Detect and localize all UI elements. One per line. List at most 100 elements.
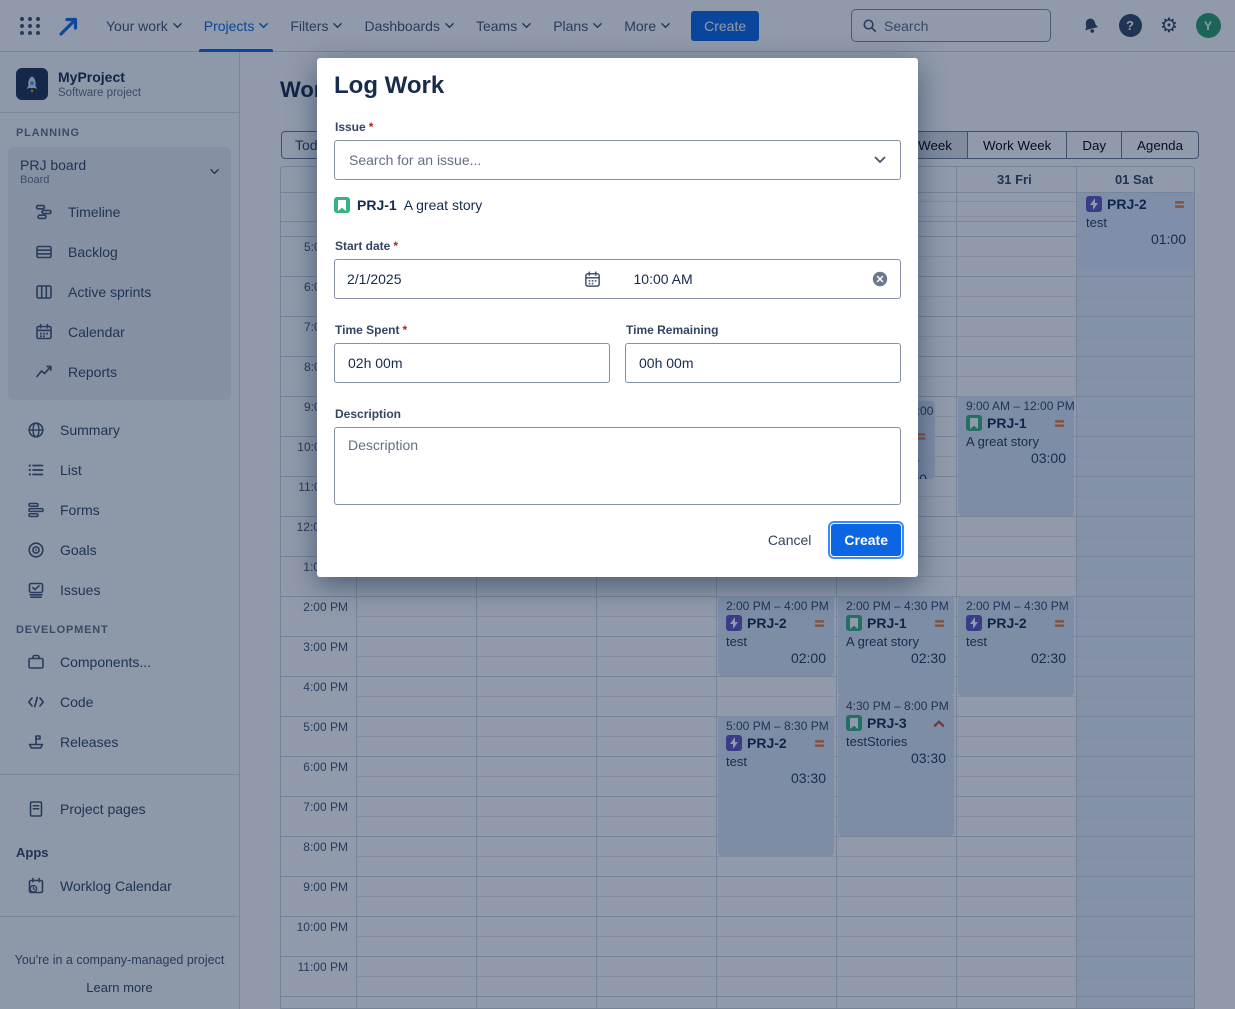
event-duration: 03:30 <box>790 770 826 786</box>
worklog-event[interactable]: 5:00 PM – 8:30 PM PRJ-2 test 03:30 <box>718 716 834 856</box>
start-date-input[interactable]: 2/1/2025 <box>347 270 618 289</box>
search-input[interactable] <box>884 17 1014 34</box>
sidebar-item-code[interactable]: Code <box>0 682 239 722</box>
nav-item-teams[interactable]: Teams <box>465 0 542 52</box>
time-spent-field-label: Time Spent * <box>335 323 408 337</box>
epic-type-icon <box>726 735 742 751</box>
hour-label: 8:00 PM <box>303 840 348 854</box>
clear-icon[interactable] <box>872 271 888 287</box>
sidebar-item-worklog-calendar[interactable]: Worklog Calendar <box>0 866 239 906</box>
event-duration: 01:00 <box>1150 231 1186 247</box>
sidebar-item-backlog[interactable]: Backlog <box>8 232 231 272</box>
user-avatar[interactable]: Y <box>1195 13 1221 39</box>
worklog-event[interactable]: 2:00 PM – 4:00 PM PRJ-2 test 02:00 <box>718 596 834 676</box>
sidebar-item-timeline[interactable]: Timeline <box>8 192 231 232</box>
sidebar-item-label: Issues <box>60 582 101 598</box>
managed-project-note: You're in a company-managed project <box>14 953 225 967</box>
view-button-agenda[interactable]: Agenda <box>1122 131 1199 159</box>
components-icon <box>28 654 44 669</box>
sidebar-item-label: Components... <box>60 654 152 670</box>
sidebar-item-summary[interactable]: Summary <box>0 410 239 450</box>
event-issue-key: PRJ-2 <box>747 615 787 631</box>
sidebar-item-releases[interactable]: Releases <box>0 722 239 762</box>
event-duration: 03:30 <box>910 750 946 766</box>
app-switcher-icon[interactable] <box>20 16 41 35</box>
epic-type-icon <box>966 615 982 631</box>
board-switcher[interactable]: PRJ board Board <box>8 153 231 192</box>
nav-item-plans[interactable]: Plans <box>542 0 613 52</box>
jira-logo-icon[interactable] <box>57 14 81 38</box>
hour-label: 6:00 PM <box>303 760 348 774</box>
sidebar-item-calendar[interactable]: Calendar <box>8 312 231 352</box>
global-search[interactable] <box>851 9 1051 42</box>
worklog-event[interactable]: 4:30 PM – 8:00 PM PRJ-3 testStories 03:3… <box>838 696 954 836</box>
view-button-day[interactable]: Day <box>1067 131 1123 159</box>
worklog-calendar-icon <box>28 877 44 894</box>
sidebar-item-list[interactable]: List <box>0 450 239 490</box>
project-avatar-rocket-icon <box>16 68 48 100</box>
start-time-input[interactable]: 10:00 AM <box>618 271 889 287</box>
worklog-event[interactable]: 2:00 PM – 4:30 PM PRJ-2 test 02:30 <box>958 596 1074 696</box>
code-icon <box>27 696 45 708</box>
event-duration: 02:30 <box>910 650 946 666</box>
sidebar-item-issues[interactable]: Issues <box>0 570 239 610</box>
search-icon <box>863 19 877 33</box>
worklog-event[interactable]: 2:00 PM – 4:30 PM PRJ-1 A great story 02… <box>838 596 954 696</box>
create-submit-button[interactable]: Create <box>828 521 904 559</box>
project-header[interactable]: MyProject Software project <box>0 52 239 112</box>
calendar-icon[interactable] <box>583 270 602 289</box>
event-summary: test <box>966 634 987 649</box>
worklog-event[interactable]: 9:00 AM – 12:00 PM PRJ-1 A great story 0… <box>958 396 1074 516</box>
required-asterisk: * <box>393 239 399 253</box>
event-issue-key: PRJ-2 <box>987 615 1027 631</box>
issue-select[interactable]: Search for an issue... <box>334 140 901 180</box>
notifications-bell-icon[interactable] <box>1078 13 1104 39</box>
start-date-field-label: Start date * <box>335 239 399 253</box>
sidebar-item-project-pages[interactable]: Project pages <box>0 789 239 829</box>
day-header[interactable]: 31 Fri <box>997 172 1032 187</box>
nav-item-filters[interactable]: Filters <box>279 0 353 52</box>
event-duration: 03:00 <box>1030 450 1066 466</box>
issue-select-placeholder: Search for an issue... <box>349 152 482 168</box>
story-type-icon <box>334 197 350 213</box>
day-header[interactable]: 01 Sat <box>1114 172 1154 187</box>
sidebar-item-active-sprints[interactable]: Active sprints <box>8 272 231 312</box>
time-remaining-input[interactable] <box>625 343 901 383</box>
sidebar-item-label: Summary <box>60 422 120 438</box>
sidebar-item-label: Active sprints <box>68 284 152 300</box>
settings-gear-icon[interactable]: ⚙ <box>1156 13 1182 39</box>
planning-section-header: PLANNING <box>16 127 80 139</box>
view-button-work-week[interactable]: Work Week <box>967 131 1068 159</box>
priority-medium-icon <box>916 432 926 440</box>
time-spent-input[interactable] <box>334 343 610 383</box>
cancel-button[interactable]: Cancel <box>758 526 822 554</box>
selected-issue-key: PRJ-1 <box>357 197 397 213</box>
nav-item-dashboards[interactable]: Dashboards <box>353 0 465 52</box>
nav-item-more[interactable]: More <box>613 0 681 52</box>
chevron-down-icon <box>210 168 219 175</box>
sidebar-item-label: Forms <box>60 502 100 518</box>
chevron-down-icon <box>593 22 603 29</box>
nav-item-your-work[interactable]: Your work <box>95 0 193 52</box>
sidebar-item-goals[interactable]: Goals <box>0 530 239 570</box>
description-textarea[interactable] <box>334 427 901 505</box>
question-mark-glyph: ? <box>1118 14 1142 37</box>
worklog-event[interactable]: PRJ-2 test 01:00 <box>1078 193 1194 271</box>
sidebar-item-label: Calendar <box>68 324 125 340</box>
sidebar-item-label: List <box>60 462 82 478</box>
sidebar-item-components[interactable]: Components... <box>0 642 239 682</box>
priority-medium-icon <box>814 739 825 747</box>
sidebar-item-reports[interactable]: Reports <box>8 352 231 392</box>
gear-glyph: ⚙ <box>1160 14 1178 37</box>
nav-item-label: Dashboards <box>364 17 440 34</box>
nav-item-projects[interactable]: Projects <box>193 0 280 52</box>
sidebar-item-label: Reports <box>68 364 118 380</box>
chevron-down-icon <box>259 22 269 29</box>
required-asterisk: * <box>368 120 374 134</box>
board-name: PRJ board <box>20 157 87 173</box>
learn-more-link[interactable]: Learn more <box>86 980 153 995</box>
sidebar-item-forms[interactable]: Forms <box>0 490 239 530</box>
help-icon[interactable]: ? <box>1117 13 1143 39</box>
sidebar-item-label: Releases <box>60 734 119 750</box>
create-button[interactable]: Create <box>691 10 760 41</box>
